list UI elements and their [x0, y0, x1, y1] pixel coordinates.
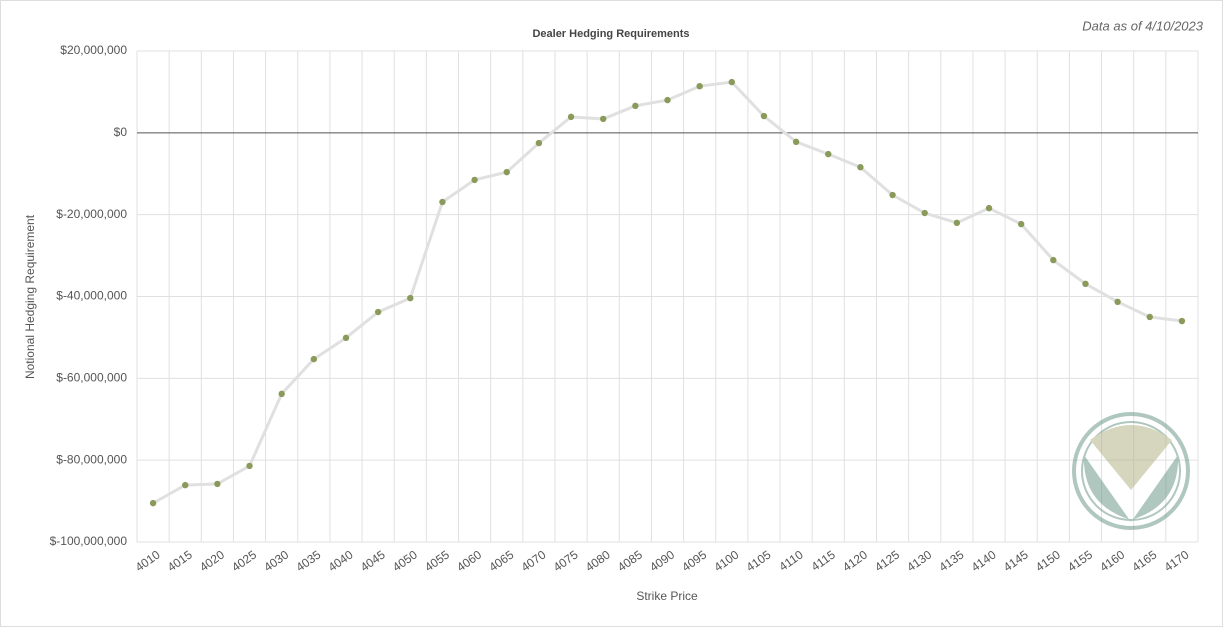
data-point: [728, 78, 736, 86]
y-tick-label: $-40,000,000: [56, 289, 127, 303]
data-point: [182, 481, 189, 489]
data-point: [1082, 280, 1089, 288]
data-point: [1050, 256, 1057, 264]
data-point: [696, 82, 703, 90]
data-point: [825, 150, 832, 158]
data-point: [471, 176, 478, 184]
data-point: [342, 334, 350, 342]
chart-title: Dealer Hedging Requirements: [532, 28, 689, 40]
y-axis-label: Notional Hedging Requirement: [23, 214, 37, 379]
data-point: [1017, 220, 1025, 228]
data-point: [310, 355, 318, 363]
data-point: [857, 164, 864, 171]
logo: [1072, 412, 1190, 530]
y-tick-label: $-100,000,000: [50, 534, 128, 548]
subtitle: Data as of 4/10/2023: [1082, 18, 1203, 33]
data-point: [407, 294, 414, 302]
y-tick-label: $-80,000,000: [56, 452, 127, 466]
data-point: [889, 191, 896, 199]
data-point: [599, 115, 607, 123]
data-point: [149, 499, 157, 507]
data-point: [567, 113, 575, 121]
x-axis-label: Strike Price: [636, 589, 698, 603]
data-point: [760, 112, 768, 120]
data-point: [374, 308, 382, 316]
data-point: [921, 209, 928, 217]
data-point: [632, 102, 639, 110]
data-point: [1114, 298, 1121, 306]
data-point: [664, 96, 671, 104]
data-point: [503, 168, 510, 176]
data-point: [1178, 317, 1186, 325]
data-point: [535, 139, 543, 147]
y-tick-label: $-60,000,000: [56, 371, 127, 385]
y-tick-label: $-20,000,000: [56, 207, 127, 221]
data-point: [1146, 313, 1153, 321]
data-point: [792, 138, 800, 146]
data-point: [214, 480, 221, 488]
y-tick-label: $20,000,000: [60, 43, 127, 57]
data-point: [439, 198, 446, 206]
data-point: [278, 390, 285, 398]
data-point: [246, 462, 253, 470]
data-point: [985, 204, 993, 212]
data-point: [953, 219, 961, 227]
y-tick-label: $0: [114, 125, 128, 139]
